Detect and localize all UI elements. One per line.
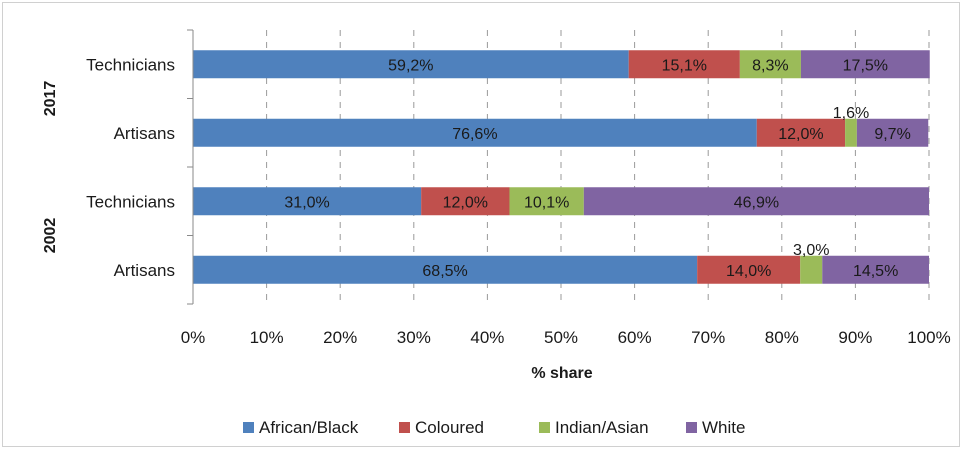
data-label: 14,5%	[853, 263, 898, 280]
data-label: 76,6%	[452, 126, 497, 143]
data-label: 12,0%	[778, 126, 823, 143]
bar-segment	[193, 50, 629, 79]
bar-segment	[845, 118, 857, 147]
x-axis-title: % share	[531, 365, 592, 382]
legend-swatch	[243, 422, 254, 433]
x-tick-label: 70%	[691, 328, 725, 347]
legend-swatch	[399, 422, 410, 433]
legend-label: Coloured	[415, 418, 484, 437]
bar-segment	[193, 118, 757, 147]
x-tick-label: 30%	[397, 328, 431, 347]
bar-segment	[421, 187, 510, 216]
bar-segment	[822, 255, 929, 284]
data-label: 10,1%	[524, 194, 569, 211]
legend-label: African/Black	[259, 418, 359, 437]
legend-swatch	[686, 422, 697, 433]
data-label: 17,5%	[843, 57, 888, 74]
category-label: Artisans	[114, 261, 175, 280]
bar-segment	[193, 255, 698, 284]
data-label: 1,6%	[833, 105, 869, 122]
data-label: 15,1%	[662, 57, 707, 74]
bar-segment	[628, 50, 740, 79]
bar-segment	[193, 187, 422, 216]
legend-label: White	[702, 418, 745, 437]
bar-segment	[800, 50, 930, 79]
group-label: 2002	[42, 218, 59, 254]
x-tick-label: 0%	[181, 328, 206, 347]
bar-segment	[756, 118, 846, 147]
bar-segment	[739, 50, 801, 79]
data-label: 14,0%	[726, 263, 771, 280]
x-tick-label: 50%	[544, 328, 578, 347]
category-label: Technicians	[86, 55, 175, 74]
x-tick-label: 40%	[470, 328, 504, 347]
x-tick-label: 100%	[907, 328, 950, 347]
bar-segment	[800, 255, 823, 284]
group-label: 2017	[42, 81, 59, 117]
bars: 59,2% 15,1% 8,3% 17,5% 76,6% 12,0% 1,6% 9,7% 31,…	[193, 50, 930, 284]
axes: 0% 10% 20% 30% 40% 50% 60% 70% 80% 90% 100% Technic…	[42, 29, 951, 347]
category-label: Technicians	[86, 192, 175, 211]
bar-segment	[583, 187, 929, 216]
legend-label: Indian/Asian	[555, 418, 649, 437]
x-tick-label: 20%	[323, 328, 357, 347]
bar-segment	[856, 118, 929, 147]
data-label: 9,7%	[874, 126, 910, 143]
data-label: 68,5%	[422, 263, 467, 280]
data-label: 12,0%	[443, 194, 488, 211]
legend-swatch	[539, 422, 550, 433]
data-label: 3,0%	[793, 242, 829, 259]
x-tick-label: 60%	[618, 328, 652, 347]
data-label: 59,2%	[388, 57, 433, 74]
bar-segment	[509, 187, 584, 216]
x-tick-label: 80%	[765, 328, 799, 347]
data-label: 8,3%	[752, 57, 788, 74]
bar-segment	[697, 255, 801, 284]
data-label: 31,0%	[284, 194, 329, 211]
category-label: Artisans	[114, 124, 175, 143]
x-tick-label: 90%	[838, 328, 872, 347]
x-tick-label: 10%	[250, 328, 284, 347]
data-label: 46,9%	[734, 194, 779, 211]
legend: African/Black Coloured Indian/Asian White	[243, 418, 745, 437]
